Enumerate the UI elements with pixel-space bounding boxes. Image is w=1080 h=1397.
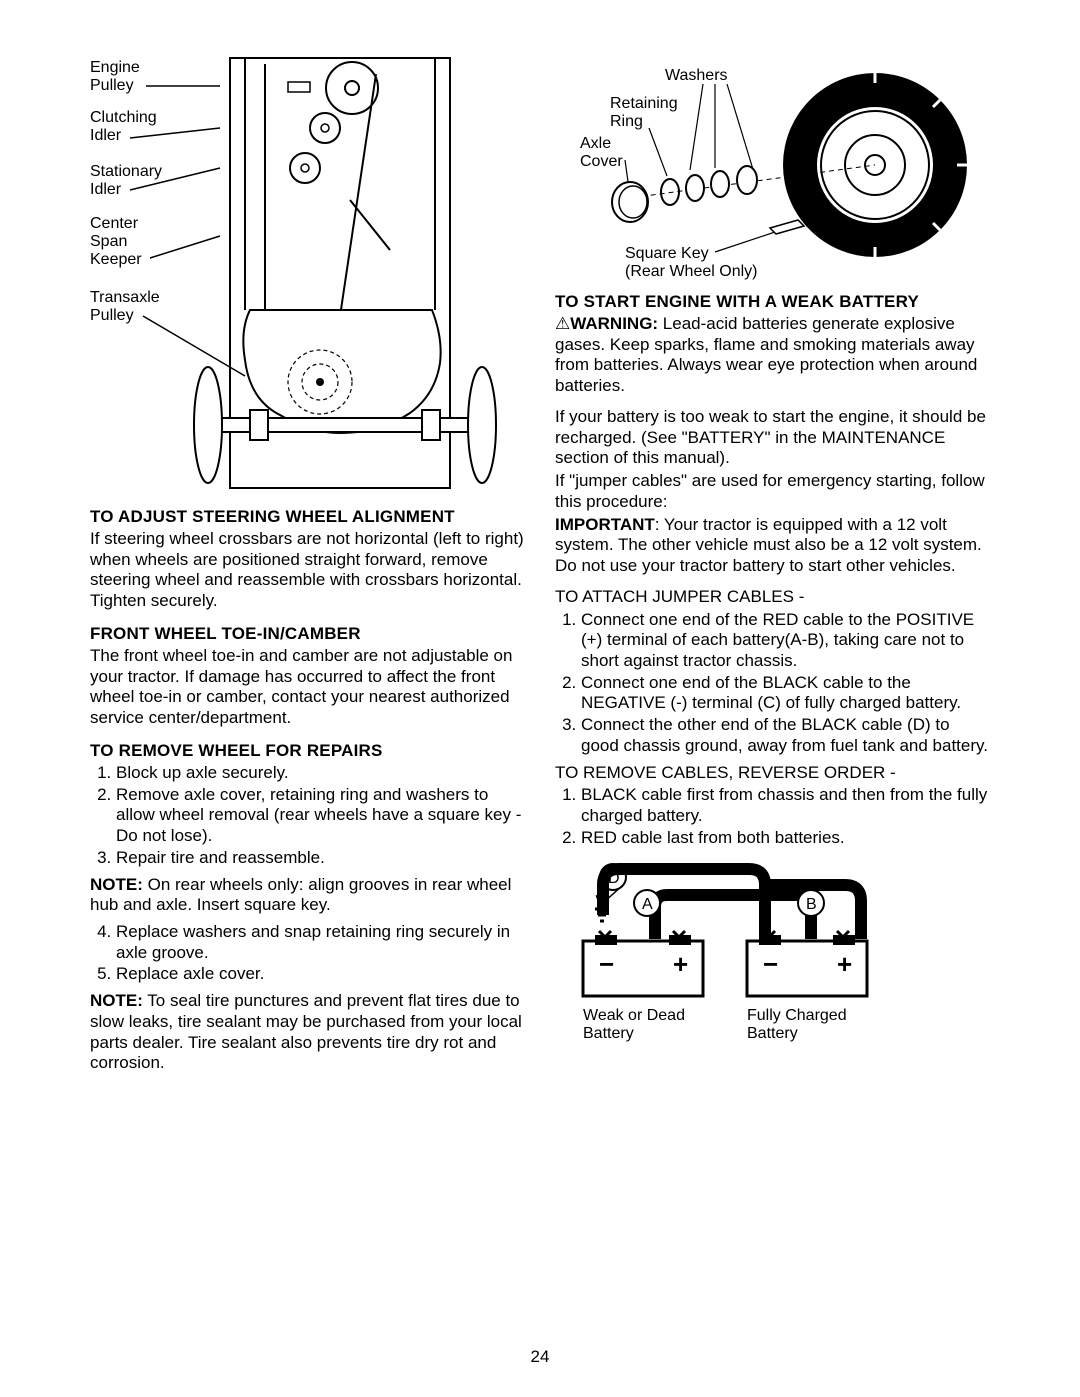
svg-text:Retaining: Retaining	[610, 95, 678, 112]
svg-text:Clutching: Clutching	[90, 109, 157, 126]
page-number: 24	[0, 1347, 1080, 1367]
warning-label: WARNING:	[570, 314, 658, 333]
svg-text:Fully Charged: Fully Charged	[747, 1007, 847, 1024]
svg-text:Idler: Idler	[90, 127, 122, 144]
left-column: Engine Pulley Clutching Idler Stationary…	[90, 50, 525, 1080]
attach-list: Connect one end of the RED cable to the …	[555, 610, 990, 757]
sec-steering-title: TO ADJUST STEERING WHEEL ALIGNMENT	[90, 507, 525, 527]
list-item: Remove axle cover, retaining ring and wa…	[116, 785, 525, 847]
attach-title: TO ATTACH JUMPER CABLES -	[555, 587, 990, 608]
p-important: IMPORTANT: Your tractor is equipped with…	[555, 515, 990, 577]
svg-text:Idler: Idler	[90, 181, 122, 198]
list-item: Connect the other end of the BLACK cable…	[581, 715, 990, 756]
battery-svg: D A B C −	[555, 855, 895, 1045]
svg-text:+: +	[837, 949, 852, 979]
svg-text:Axle: Axle	[580, 135, 611, 152]
list-item: Replace washers and snap retaining ring …	[116, 922, 525, 963]
wheel-diagram: Washers Retaining Ring Axle Cover Square…	[555, 50, 990, 280]
pulley-diagram: Engine Pulley Clutching Idler Stationary…	[90, 50, 525, 495]
sec-removewheel-list2: Replace washers and snap retaining ring …	[90, 922, 525, 985]
svg-text:(Rear Wheel Only): (Rear Wheel Only)	[625, 263, 757, 280]
svg-text:Pulley: Pulley	[90, 307, 134, 324]
note-text: To seal tire punctures and prevent flat …	[90, 991, 522, 1072]
note-label: NOTE:	[90, 991, 143, 1010]
svg-text:Cover: Cover	[580, 153, 623, 170]
note2: NOTE: To seal tire punctures and prevent…	[90, 991, 525, 1074]
svg-text:Transaxle: Transaxle	[90, 289, 160, 306]
svg-text:Battery: Battery	[747, 1025, 798, 1042]
svg-text:Engine: Engine	[90, 59, 140, 76]
svg-text:Keeper: Keeper	[90, 251, 142, 268]
svg-text:Span: Span	[90, 233, 127, 250]
svg-text:Center: Center	[90, 215, 139, 232]
list-item: Connect one end of the RED cable to the …	[581, 610, 990, 672]
note1: NOTE: On rear wheels only: align grooves…	[90, 875, 525, 916]
p-recharge: If your battery is too weak to start the…	[555, 407, 990, 469]
svg-text:Square Key: Square Key	[625, 245, 709, 262]
svg-text:−: −	[599, 949, 614, 979]
svg-text:Weak or Dead: Weak or Dead	[583, 1007, 685, 1024]
wheel-svg: Washers Retaining Ring Axle Cover Square…	[555, 50, 995, 280]
warning-para: ⚠WARNING: Lead-acid batteries generate e…	[555, 314, 990, 397]
p-jumper: If "jumper cables" are used for emergenc…	[555, 471, 990, 512]
svg-text:Ring: Ring	[610, 113, 643, 130]
sec-removewheel-list1: Block up axle securely. Remove axle cove…	[90, 763, 525, 869]
svg-text:−: −	[763, 949, 778, 979]
warning-icon: ⚠	[555, 314, 570, 333]
important-label: IMPORTANT	[555, 515, 655, 534]
label-B: B	[806, 896, 817, 913]
svg-text:Washers: Washers	[665, 67, 728, 84]
list-item: RED cable last from both batteries.	[581, 828, 990, 849]
remove-list: BLACK cable first from chassis and then …	[555, 785, 990, 848]
label-A: A	[642, 896, 653, 913]
note-text: On rear wheels only: align grooves in re…	[90, 875, 511, 915]
pulley-svg: Engine Pulley Clutching Idler Stationary…	[90, 50, 520, 495]
svg-text:+: +	[673, 949, 688, 979]
sec-weak-battery-title: TO START ENGINE WITH A WEAK BATTERY	[555, 292, 990, 312]
svg-text:Stationary: Stationary	[90, 163, 162, 180]
note-label: NOTE:	[90, 875, 143, 894]
right-column: Washers Retaining Ring Axle Cover Square…	[555, 50, 990, 1080]
sec-camber-body: The front wheel toe-in and camber are no…	[90, 646, 525, 729]
list-item: Connect one end of the BLACK cable to th…	[581, 673, 990, 714]
sec-camber-title: FRONT WHEEL TOE-IN/CAMBER	[90, 624, 525, 644]
battery-diagram: D A B C −	[555, 855, 990, 1050]
list-item: Repair tire and reassemble.	[116, 848, 525, 869]
list-item: BLACK cable first from chassis and then …	[581, 785, 990, 826]
list-item: Replace axle cover.	[116, 964, 525, 985]
sec-removewheel-title: TO REMOVE WHEEL FOR REPAIRS	[90, 741, 525, 761]
remove-title: TO REMOVE CABLES, REVERSE ORDER -	[555, 763, 990, 784]
svg-text:Pulley: Pulley	[90, 77, 134, 94]
list-item: Block up axle securely.	[116, 763, 525, 784]
sec-steering-body: If steering wheel crossbars are not hori…	[90, 529, 525, 612]
svg-text:Battery: Battery	[583, 1025, 634, 1042]
